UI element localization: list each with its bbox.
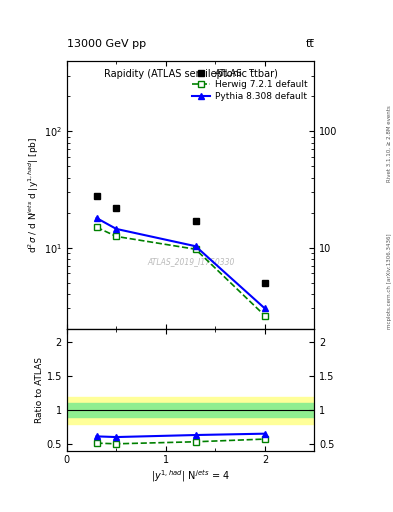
ATLAS: [114, 205, 119, 211]
Text: mcplots.cern.ch [arXiv:1306.3436]: mcplots.cern.ch [arXiv:1306.3436]: [387, 234, 391, 329]
Text: 13000 GeV pp: 13000 GeV pp: [67, 38, 146, 49]
Line: Pythia 8.308 default: Pythia 8.308 default: [94, 215, 268, 311]
Bar: [67, 403, 314, 417]
Pythia 8.308 default: [263, 306, 267, 312]
Herwig 7.2.1 default: [114, 233, 119, 240]
Y-axis label: Ratio to ATLAS: Ratio to ATLAS: [35, 357, 44, 423]
Y-axis label: d$^{2}\sigma$ / d N$^{jets}$ d |y$^{1,had}$| [pb]: d$^{2}\sigma$ / d N$^{jets}$ d |y$^{1,ha…: [27, 137, 41, 253]
Bar: [67, 396, 314, 423]
ATLAS: [193, 218, 198, 224]
Text: ATLAS_2019_I1750330: ATLAS_2019_I1750330: [147, 258, 234, 267]
Herwig 7.2.1 default: [94, 224, 99, 230]
Line: ATLAS: ATLAS: [93, 192, 268, 286]
Pythia 8.308 default: [114, 226, 119, 232]
Text: Rivet 3.1.10, ≥ 2.8M events: Rivet 3.1.10, ≥ 2.8M events: [387, 105, 391, 182]
Pythia 8.308 default: [94, 215, 99, 221]
Text: tt̅: tt̅: [306, 38, 314, 49]
Herwig 7.2.1 default: [193, 246, 198, 252]
Text: Rapidity (ATLAS semileptonic t̅tbar): Rapidity (ATLAS semileptonic t̅tbar): [104, 70, 277, 79]
Herwig 7.2.1 default: [263, 313, 267, 319]
X-axis label: $|y^{1,had}|$ N$^{jets}$ = 4: $|y^{1,had}|$ N$^{jets}$ = 4: [151, 468, 230, 484]
Legend: ATLAS, Herwig 7.2.1 default, Pythia 8.308 default: ATLAS, Herwig 7.2.1 default, Pythia 8.30…: [189, 66, 310, 104]
ATLAS: [263, 280, 267, 286]
Line: Herwig 7.2.1 default: Herwig 7.2.1 default: [94, 224, 268, 318]
Pythia 8.308 default: [193, 243, 198, 249]
ATLAS: [94, 193, 99, 199]
